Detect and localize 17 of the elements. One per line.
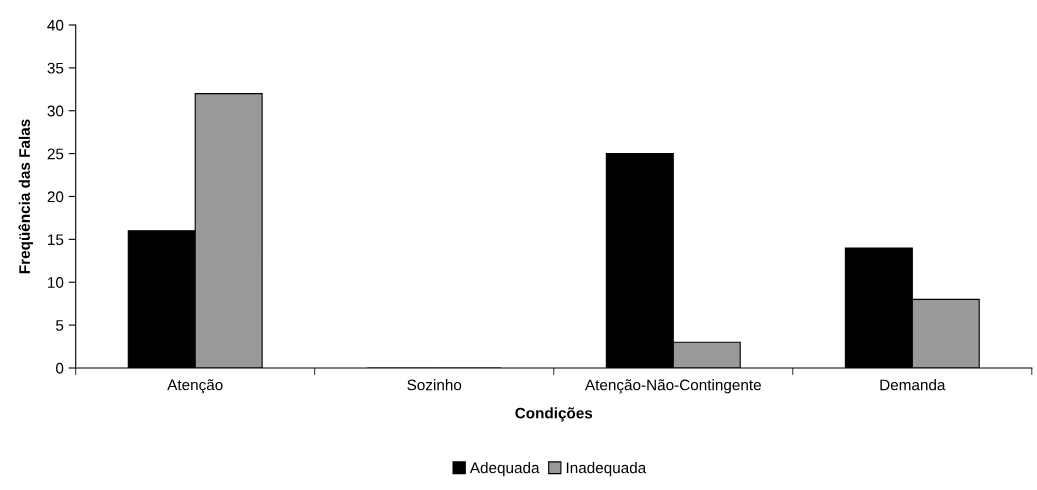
legend-label: Adequada [469,462,540,477]
y-tick-label: 5 [56,320,64,331]
y-tick-label: 0 [56,362,64,374]
y-tick-label: 35 [47,62,64,74]
x-axis-title: Condições [515,407,593,422]
y-tick-label: 30 [47,105,64,117]
y-tick-label: 15 [48,234,64,246]
x-tick-label: Sozinho [407,379,462,391]
y-tick-label: 20 [47,191,64,203]
x-tick-label: Atenção-Não-Contingente [584,379,761,394]
legend-label: Inadequada [566,462,647,477]
y-tick-label: 25 [47,148,64,160]
x-tick-label: Atenção [167,379,223,394]
y-tick-label: 10 [48,277,64,288]
x-tick-label: Demanda [880,379,946,391]
y-tick-label: 40 [47,19,64,31]
y-axis-title: Freqüência das Falas [18,119,34,274]
